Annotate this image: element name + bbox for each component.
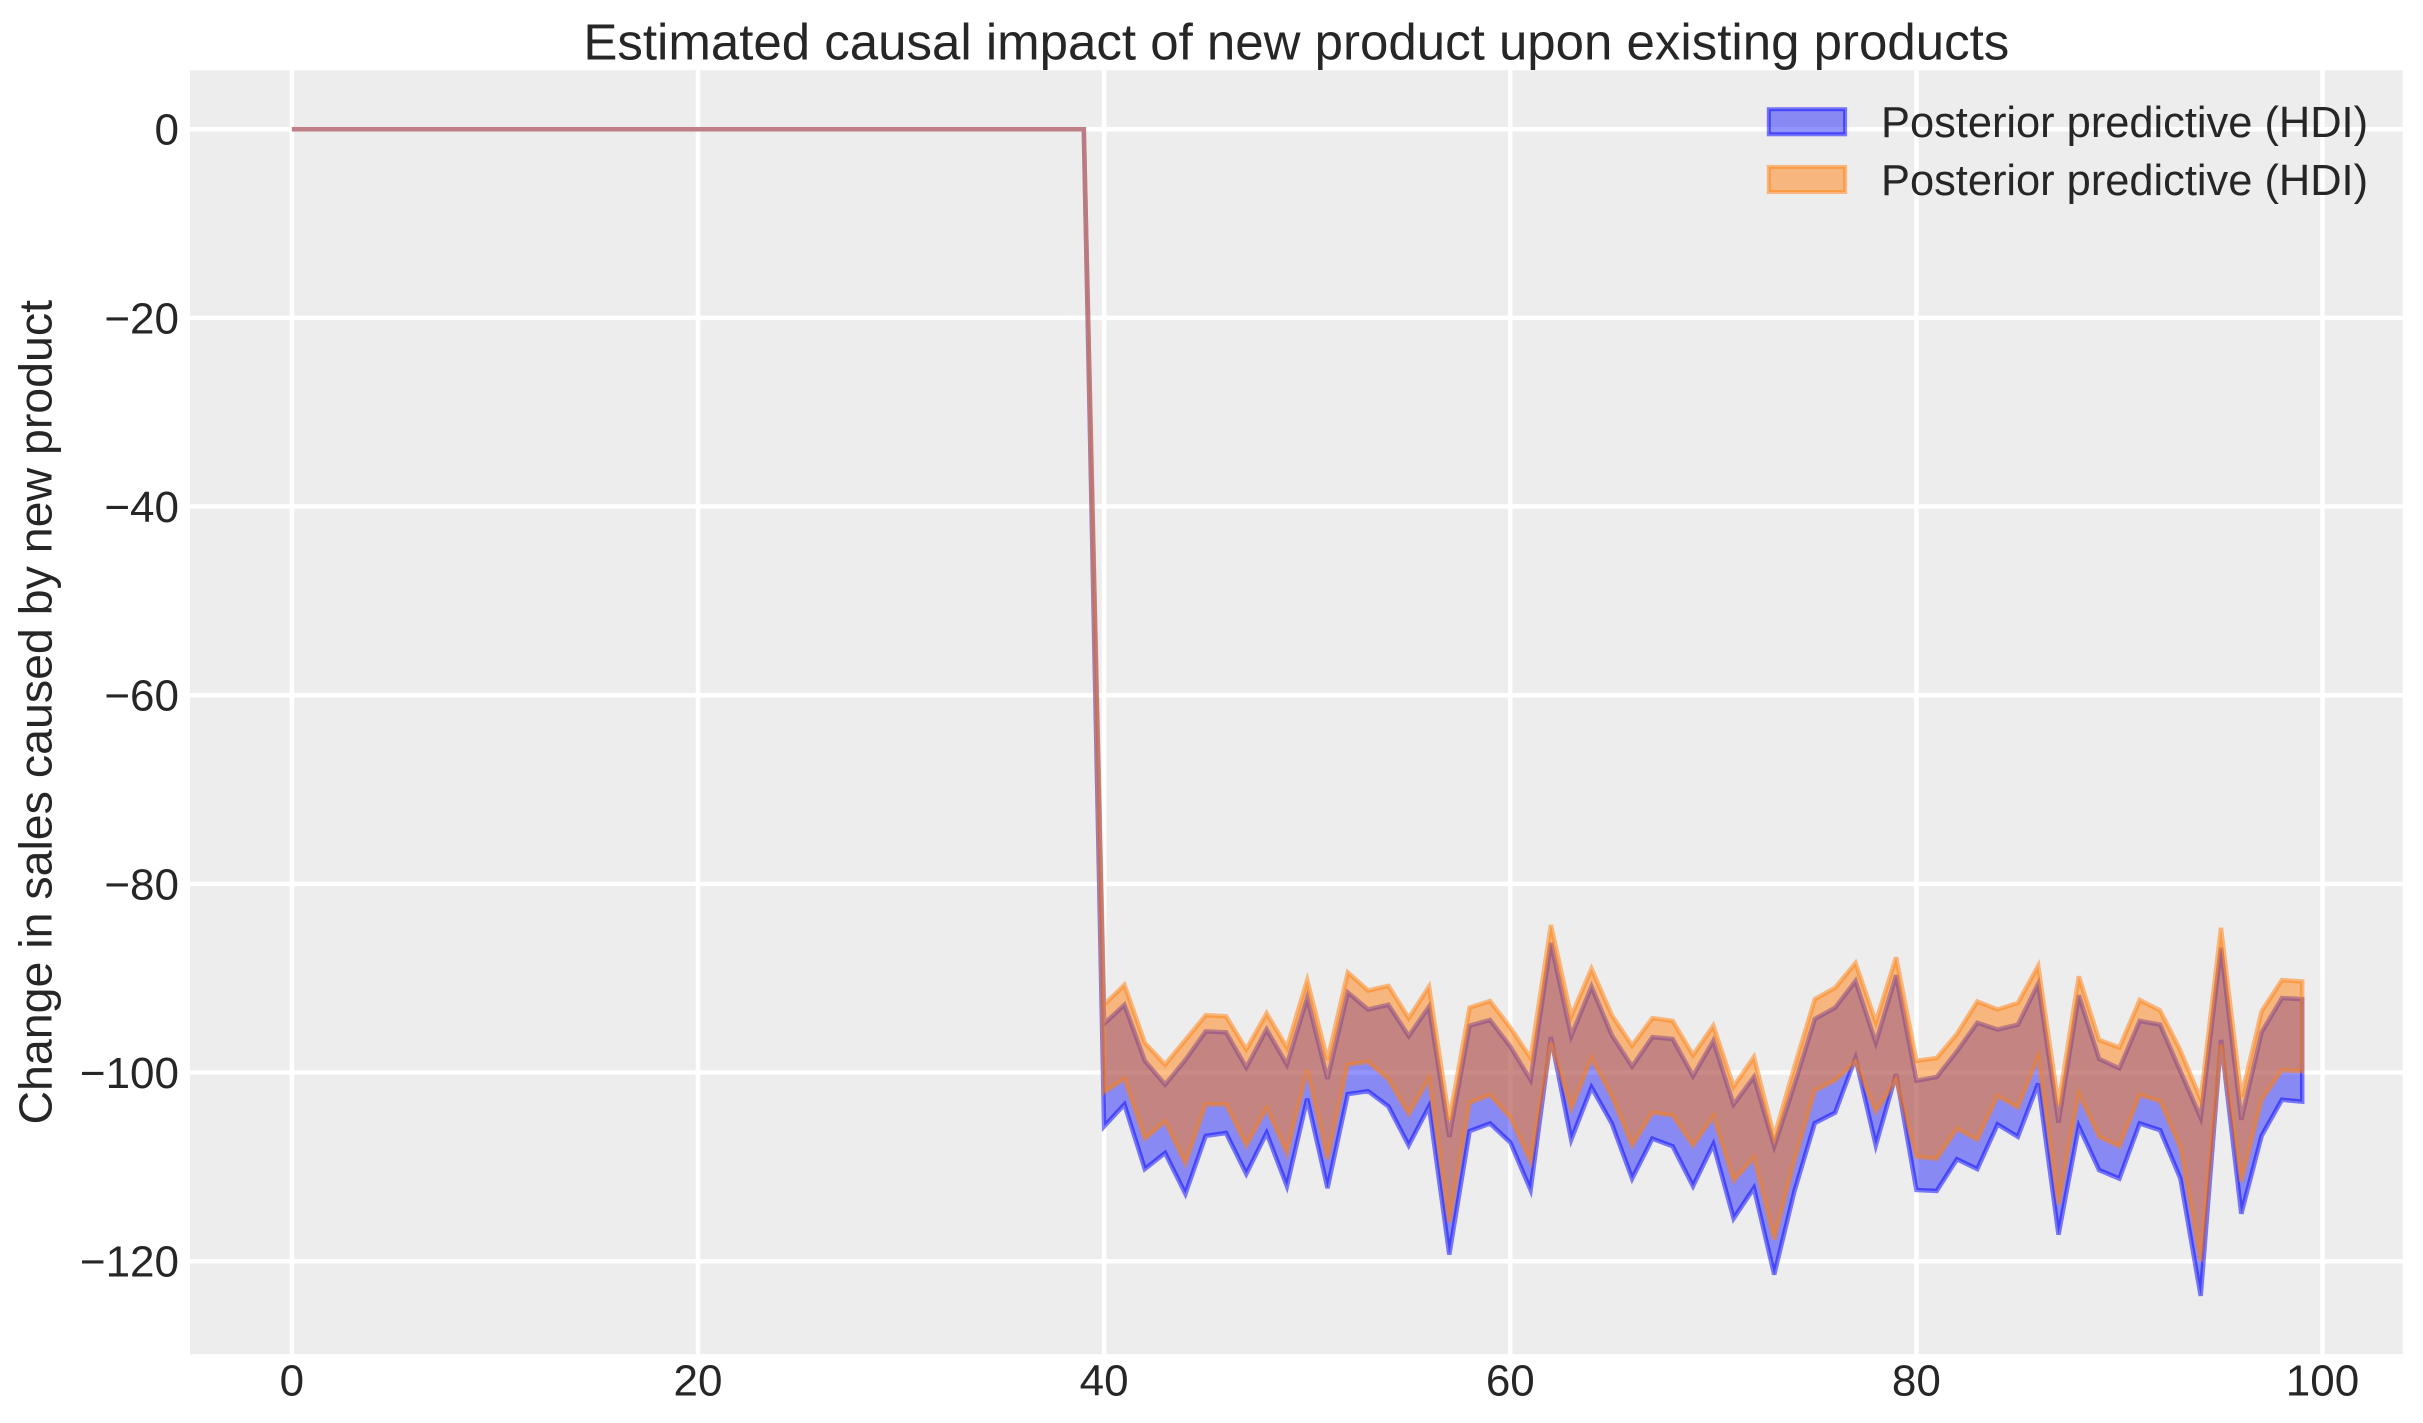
- svg-text:0: 0: [155, 106, 179, 155]
- svg-text:100: 100: [2286, 1357, 2359, 1406]
- svg-text:40: 40: [1080, 1357, 1129, 1406]
- svg-text:20: 20: [674, 1357, 723, 1406]
- svg-text:Estimated causal impact of new: Estimated causal impact of new product u…: [583, 13, 2009, 70]
- svg-text:−80: −80: [104, 860, 179, 909]
- svg-text:80: 80: [1892, 1357, 1941, 1406]
- svg-text:Posterior predictive (HDI): Posterior predictive (HDI): [1881, 157, 2368, 205]
- svg-text:Change in sales caused by new: Change in sales caused by new product: [10, 300, 62, 1125]
- svg-text:0: 0: [280, 1357, 304, 1406]
- svg-text:−20: −20: [104, 294, 179, 343]
- svg-text:−100: −100: [80, 1049, 179, 1098]
- svg-text:Posterior predictive (HDI): Posterior predictive (HDI): [1881, 99, 2368, 147]
- svg-text:−120: −120: [80, 1238, 179, 1287]
- svg-text:−40: −40: [104, 483, 179, 532]
- svg-text:60: 60: [1486, 1357, 1535, 1406]
- svg-text:−60: −60: [104, 672, 179, 721]
